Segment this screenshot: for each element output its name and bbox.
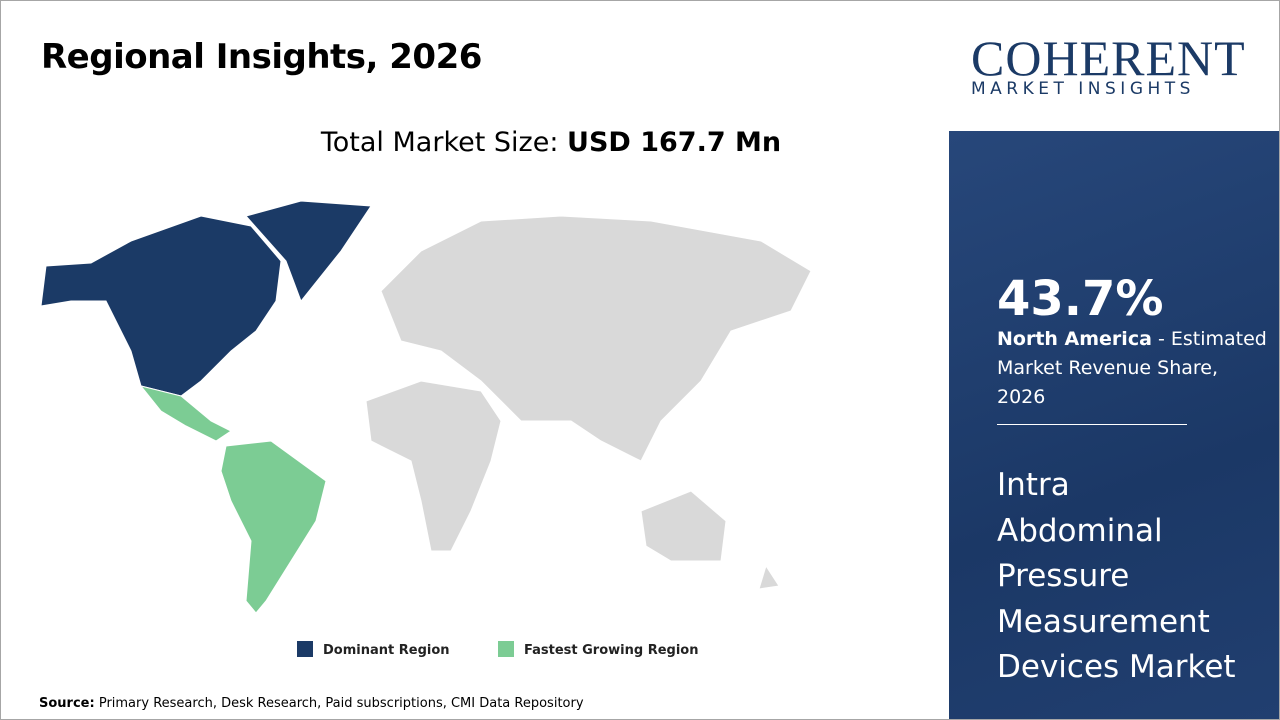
market-name-line: Intra (997, 467, 1070, 503)
market-size: Total Market Size: USD 167.7 Mn (1, 127, 1101, 158)
divider (997, 424, 1187, 425)
eurasia (380, 215, 812, 462)
south-america (220, 440, 327, 614)
market-name-line: Measurement (997, 603, 1210, 640)
market-size-value: USD 167.7 Mn (567, 127, 782, 158)
market-name-line: Pressure (997, 558, 1130, 594)
new-zealand (758, 564, 780, 590)
central-america (139, 385, 232, 442)
info-panel: 43.7% North America - Estimated Market R… (949, 131, 1279, 719)
market-name: Intra Abdominal Pressure Measurement Devices… (997, 463, 1236, 691)
legend-fastest: Fastest Growing Region (498, 641, 698, 658)
share-value: 43.7% (997, 271, 1164, 327)
australia (640, 490, 727, 562)
logo-tagline: MARKET INSIGHTS (971, 79, 1195, 99)
source-label: Source: (39, 696, 95, 711)
world-map (40, 200, 812, 614)
market-name-line: Devices Market (997, 649, 1236, 685)
logo-name: COHERENT (971, 30, 1246, 86)
source-text: Primary Research, Desk Research, Paid su… (98, 696, 584, 711)
description: - Estimated Market Revenue Share, 2026 (997, 328, 1267, 408)
greenland (245, 200, 372, 302)
legend-label: Dominant Region (323, 643, 450, 658)
source: Source: Primary Research, Desk Research,… (39, 696, 584, 711)
title: Regional Insights, 2026 (41, 37, 482, 77)
market-name-line: Abdominal (997, 512, 1163, 549)
legend-dominant: Dominant Region (297, 641, 450, 658)
africa (365, 380, 502, 552)
region-name: North America (997, 328, 1152, 350)
market-size-label: Total Market Size: (320, 127, 559, 158)
share-description: North America - Estimated Market Revenue… (997, 325, 1267, 412)
legend-label: Fastest Growing Region (524, 643, 699, 658)
logo: COHERENT MARKET INSIGHTS (949, 1, 1279, 131)
north-america (40, 215, 282, 397)
